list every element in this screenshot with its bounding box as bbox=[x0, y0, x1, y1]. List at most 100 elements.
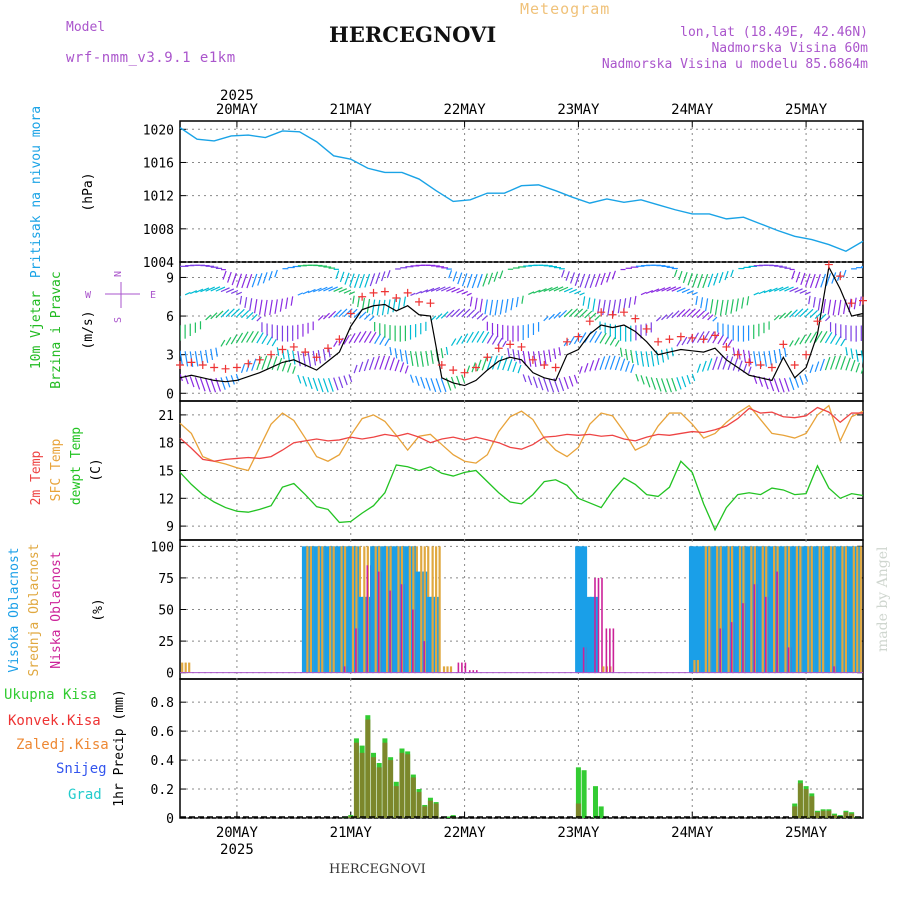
cloud-mid-bar bbox=[355, 546, 358, 673]
wind-gust-marker bbox=[517, 342, 526, 351]
wind-barb bbox=[497, 355, 503, 370]
wind-barb bbox=[671, 286, 682, 292]
wind-barb bbox=[645, 376, 651, 388]
cloud-high-bar bbox=[780, 546, 786, 673]
cloud-mid-bar bbox=[787, 546, 791, 673]
wind-barb bbox=[543, 350, 547, 365]
wind-barb bbox=[343, 375, 348, 386]
wind-barb bbox=[297, 374, 302, 384]
cloud-low-bar bbox=[833, 666, 835, 673]
cloud-low-bar bbox=[776, 571, 778, 673]
wind-barb bbox=[482, 273, 488, 287]
cloud-mid-bar bbox=[351, 546, 355, 673]
wind-barb bbox=[681, 336, 688, 346]
precip-conv-bar bbox=[359, 752, 365, 818]
wind-barb bbox=[804, 374, 809, 382]
wind-barb bbox=[271, 339, 277, 347]
wind-barb bbox=[691, 309, 701, 318]
cloud-high-bar bbox=[695, 546, 701, 673]
cloud-low-bar bbox=[605, 628, 608, 673]
ytick-label: 1016 bbox=[143, 156, 174, 171]
compass-w: W bbox=[85, 290, 92, 301]
wind-barb bbox=[804, 332, 812, 344]
wind-barb bbox=[753, 292, 760, 296]
wind-barb bbox=[461, 374, 466, 383]
cloud-high-bar bbox=[814, 546, 820, 673]
wind-barb bbox=[612, 299, 617, 315]
wind-barb bbox=[244, 297, 248, 308]
wind-gust-marker bbox=[346, 309, 355, 318]
cloud-low-bar bbox=[594, 577, 596, 673]
wind-barb bbox=[333, 309, 342, 318]
wind-gust-marker bbox=[836, 272, 845, 281]
wind-barb bbox=[784, 310, 793, 319]
precip-conv-bar bbox=[388, 760, 394, 818]
wind-barb bbox=[589, 273, 596, 289]
wind-barb bbox=[584, 274, 591, 289]
wind-barb bbox=[510, 297, 514, 311]
wind-barb bbox=[553, 311, 562, 319]
wind-barb bbox=[379, 335, 386, 345]
wind-barb bbox=[645, 289, 654, 295]
wind-barb bbox=[651, 288, 660, 293]
ytick-label: 0.2 bbox=[151, 783, 174, 798]
wind-barb bbox=[430, 286, 441, 292]
wind-barb bbox=[466, 309, 475, 318]
wind-barb bbox=[686, 308, 696, 318]
wind-barb bbox=[799, 289, 807, 294]
wind-barb bbox=[409, 350, 414, 366]
wind-barb bbox=[574, 273, 581, 286]
precip-side-label-1: Ukupna Kisa bbox=[4, 687, 97, 703]
wind-barb bbox=[558, 309, 567, 319]
wind-gust-marker bbox=[312, 353, 321, 362]
wind-barb bbox=[502, 357, 508, 371]
cloud-mid-bar bbox=[306, 546, 309, 673]
wind-gust-marker bbox=[563, 337, 572, 346]
wind-barb bbox=[381, 271, 386, 282]
wind-barb bbox=[594, 273, 601, 287]
cloud-low-bar bbox=[468, 670, 471, 673]
wind-barb bbox=[700, 297, 704, 309]
wind-barb bbox=[415, 290, 422, 295]
wind-barb bbox=[363, 330, 372, 343]
wind-barb bbox=[261, 355, 268, 370]
wind-barb bbox=[521, 295, 524, 304]
wind-barb bbox=[246, 311, 254, 320]
ytick-label: 0.4 bbox=[151, 754, 175, 769]
wind-barb bbox=[558, 347, 561, 356]
wind-barb bbox=[645, 351, 650, 367]
wind-barb bbox=[456, 335, 463, 345]
wind-barbs bbox=[180, 264, 863, 393]
cloud-mid-bar bbox=[799, 546, 802, 673]
wind-barb bbox=[381, 299, 386, 316]
wind-barb bbox=[471, 311, 480, 319]
wind-barb bbox=[456, 308, 466, 318]
wind-barb bbox=[369, 331, 377, 344]
wind-barb bbox=[493, 271, 499, 282]
wind-barb bbox=[809, 273, 816, 289]
cloud-low-bar bbox=[742, 603, 744, 673]
wind-barb bbox=[481, 315, 488, 321]
cloud-mid-bar bbox=[446, 666, 449, 673]
wind-barb bbox=[425, 350, 429, 366]
cloud-high-bar bbox=[688, 546, 694, 673]
wind-barb bbox=[725, 299, 729, 316]
wind-barb bbox=[696, 363, 702, 373]
wind-barb bbox=[794, 337, 800, 346]
cloud-mid-bar bbox=[435, 546, 438, 673]
wind-barb bbox=[392, 298, 396, 313]
wind-barb bbox=[236, 291, 243, 296]
wind-barb bbox=[527, 375, 533, 386]
wind-barb bbox=[804, 273, 811, 287]
wind-barb bbox=[452, 271, 458, 282]
wind-gust-marker bbox=[608, 310, 617, 319]
wind-barb bbox=[339, 271, 345, 283]
wind-barb bbox=[461, 308, 471, 318]
wind-barb bbox=[724, 270, 729, 281]
wind-gust-marker bbox=[392, 294, 401, 303]
wind-barb bbox=[491, 355, 498, 370]
precip-conv-bar bbox=[826, 810, 832, 818]
panel-frames bbox=[179, 120, 864, 819]
wind-barb bbox=[783, 377, 790, 392]
wind-barb bbox=[489, 299, 494, 316]
